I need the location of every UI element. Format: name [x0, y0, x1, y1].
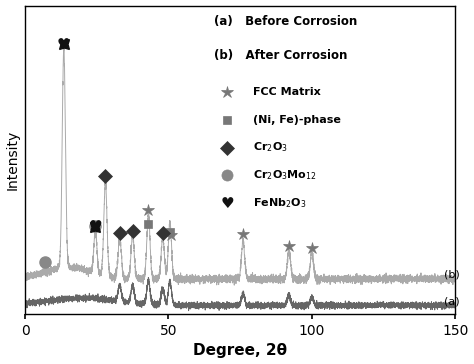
Text: (b)   After Corrosion: (b) After Corrosion	[214, 49, 348, 62]
Text: Cr$_2$O$_3$: Cr$_2$O$_3$	[253, 141, 288, 154]
X-axis label: Degree, 2θ: Degree, 2θ	[193, 344, 287, 359]
Text: (Ni, Fe)-phase: (Ni, Fe)-phase	[253, 115, 341, 125]
Text: FCC Matrix: FCC Matrix	[253, 87, 321, 97]
Y-axis label: Intensity: Intensity	[6, 130, 19, 190]
Text: ♥: ♥	[89, 219, 102, 234]
Text: (a)   Before Corrosion: (a) Before Corrosion	[214, 15, 357, 28]
Text: Cr$_2$O$_3$Mo$_{12}$: Cr$_2$O$_3$Mo$_{12}$	[253, 169, 317, 182]
Text: (a): (a)	[444, 296, 459, 306]
Text: (b): (b)	[444, 270, 459, 280]
Text: ♥: ♥	[220, 195, 234, 210]
Text: ♥: ♥	[57, 37, 71, 52]
Text: FeNb$_2$O$_3$: FeNb$_2$O$_3$	[253, 196, 307, 210]
